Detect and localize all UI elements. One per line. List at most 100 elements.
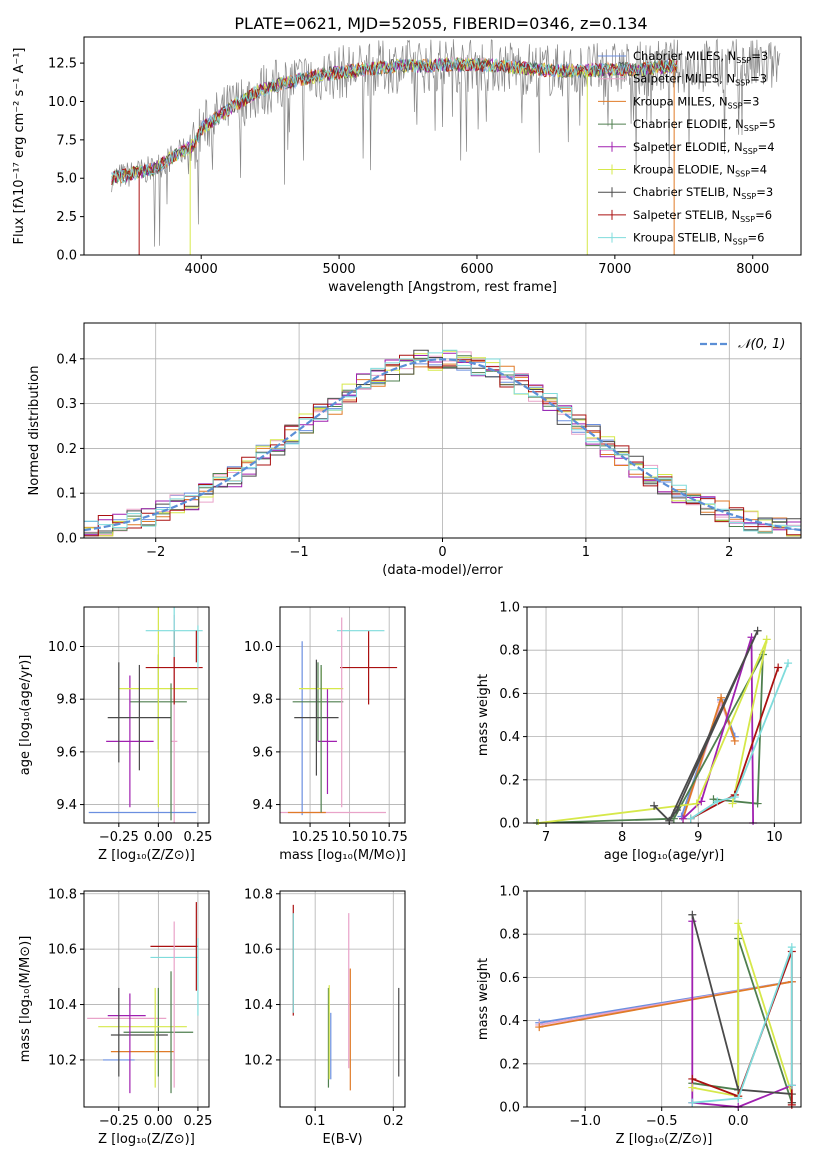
y-tick-label: 10.0: [48, 95, 77, 110]
legend-entry: Salpeter ELODIE, NSSP=4: [633, 140, 775, 156]
y-tick-label: 10.6: [244, 943, 273, 958]
x-tick-label: −0.25: [99, 1114, 139, 1129]
x-tick-label: 10.75: [371, 830, 408, 845]
y-tick-label: 9.6: [56, 745, 77, 760]
weight-series-line: [538, 639, 768, 824]
weight-point-marker: [774, 663, 783, 672]
weight-point-marker: [730, 793, 739, 802]
x-axis-label: wavelength [Angstrom, rest frame]: [328, 280, 557, 295]
plot-area: [292, 904, 400, 1091]
plot-area: [87, 902, 199, 1094]
weight-series-line: [539, 980, 792, 1028]
ebv-mass-panel: 0.1 0.2 10.2 10.4 10.6 10.8 E(B-V): [244, 887, 406, 1147]
axes-frame: [83, 606, 210, 824]
y-tick-label: 10.0: [48, 640, 77, 655]
y-tick-label: 10.2: [244, 1053, 273, 1068]
weight-point-marker: [787, 1081, 796, 1090]
y-tick-label: 10.4: [244, 998, 273, 1013]
plot-area: [280, 617, 398, 816]
model-spectrum-line: [111, 56, 678, 183]
y-tick-label: 0.0: [56, 532, 77, 547]
weight-series-line: [653, 630, 759, 823]
y-tick-label: 0.6: [499, 971, 520, 986]
y-axis-label: mass [log₁₀(M/M⊙)]: [18, 936, 33, 1063]
axes-frame: [83, 890, 210, 1108]
model-spectrum-line: [111, 57, 678, 185]
y-tick-label: 10.0: [244, 640, 273, 655]
y-axis-label: age [log₁₀(age/yr)]: [18, 655, 33, 776]
x-tick-label: 1: [582, 545, 590, 560]
legend-entry: Kroupa ELODIE, NSSP=4: [633, 163, 767, 179]
y-tick-label: 0.2: [56, 442, 77, 457]
x-tick-label: 0.25: [183, 1114, 212, 1129]
weight-point-marker: [787, 1100, 796, 1109]
legend-entry: Kroupa STELIB, NSSP=6: [633, 231, 764, 247]
histogram-plot-area: [84, 349, 801, 537]
weight-point-marker: [734, 919, 743, 928]
y-tick-label: 0.8: [499, 928, 520, 943]
weight-point-marker: [784, 659, 793, 668]
x-tick-label: 10: [766, 830, 783, 845]
y-tick-label: 10.6: [48, 943, 77, 958]
weight-point-marker: [730, 736, 739, 745]
axes-frame: [526, 890, 802, 1108]
y-tick-label: 9.8: [56, 693, 77, 708]
z-mass-panel: −0.25 0.00 0.25 10.2 10.4 10.6 10.8 Z [log₁₀(Z/…: [18, 887, 212, 1147]
x-axis-label: Z [log₁₀(Z/Z⊙)]: [98, 848, 195, 863]
model-spectrum-line: [111, 56, 678, 183]
weight-point-marker: [679, 814, 688, 823]
z-age-panel: −0.25 0.00 0.25 9.4 9.6 9.8 10.0 Z [log₁₀(Z/Z⊙)…: [18, 606, 212, 863]
weight-point-marker: [717, 693, 726, 702]
y-tick-label: 0.8: [499, 644, 520, 659]
weight-point-marker: [753, 626, 762, 635]
y-tick-label: 9.4: [252, 798, 273, 813]
weight-point-marker: [688, 1098, 697, 1107]
x-tick-label: 7: [542, 830, 550, 845]
model-spectrum-line: [111, 56, 678, 183]
weight-series-line: [690, 662, 789, 820]
x-tick-label: 0.25: [183, 830, 212, 845]
x-tick-label: −1.0: [569, 1114, 601, 1129]
axes-frame: [83, 322, 802, 539]
y-tick-label: 0.0: [499, 1101, 520, 1116]
y-tick-label: 0.4: [56, 352, 77, 367]
x-axis-label: age [log₁₀(age/yr)]: [604, 848, 725, 863]
x-tick-label: −0.5: [646, 1114, 678, 1129]
y-tick-label: 10.2: [48, 1053, 77, 1068]
weight-point-marker: [762, 635, 771, 644]
weight-point-marker: [692, 799, 701, 808]
age-weight-panel: 7 8 9 10 0.0 0.2 0.4 0.6 0.8 1.0 age [log₁₀(age/yr…: [476, 601, 802, 863]
weight-point-marker: [665, 816, 674, 825]
y-tick-label: 0.6: [499, 687, 520, 702]
x-tick-label: −1: [290, 545, 309, 560]
y-tick-label: 0.0: [56, 249, 77, 264]
y-tick-label: 2.5: [56, 210, 77, 225]
x-axis-label: Z [log₁₀(Z/Z⊙)]: [98, 1132, 195, 1147]
x-tick-label: 10.25: [291, 830, 328, 845]
y-tick-label: 0.4: [499, 1014, 520, 1029]
weight-point-marker: [728, 799, 737, 808]
y-tick-label: 10.8: [48, 887, 77, 902]
x-tick-label: 0: [438, 545, 446, 560]
weight-point-marker: [688, 1083, 697, 1092]
x-tick-label: −2: [146, 545, 165, 560]
y-tick-label: 10.4: [48, 998, 77, 1013]
x-tick-label: 8000: [736, 262, 769, 277]
axes-frame: [279, 890, 406, 1108]
plot-area: [532, 626, 793, 825]
weight-series-line: [691, 914, 793, 1103]
x-tick-label: 6000: [460, 262, 493, 277]
x-tick-label: 0.0: [728, 1114, 749, 1129]
x-axis-label: (data-model)/error: [382, 563, 503, 578]
z-weight-panel: −1.0 −0.5 0.0 0.0 0.2 0.4 0.6 0.8 1.0 Z [log₁₀(Z/…: [476, 885, 802, 1147]
y-tick-label: 0.2: [499, 1057, 520, 1072]
x-tick-label: −0.25: [99, 830, 139, 845]
y-tick-label: 1.0: [499, 601, 520, 616]
x-tick-label: 4000: [185, 262, 218, 277]
y-tick-label: 0.4: [499, 730, 520, 745]
weight-point-marker: [787, 943, 796, 952]
residual-histogram-step: [84, 349, 801, 533]
model-spectrum-line: [111, 57, 678, 186]
x-tick-label: 0.00: [144, 1114, 173, 1129]
